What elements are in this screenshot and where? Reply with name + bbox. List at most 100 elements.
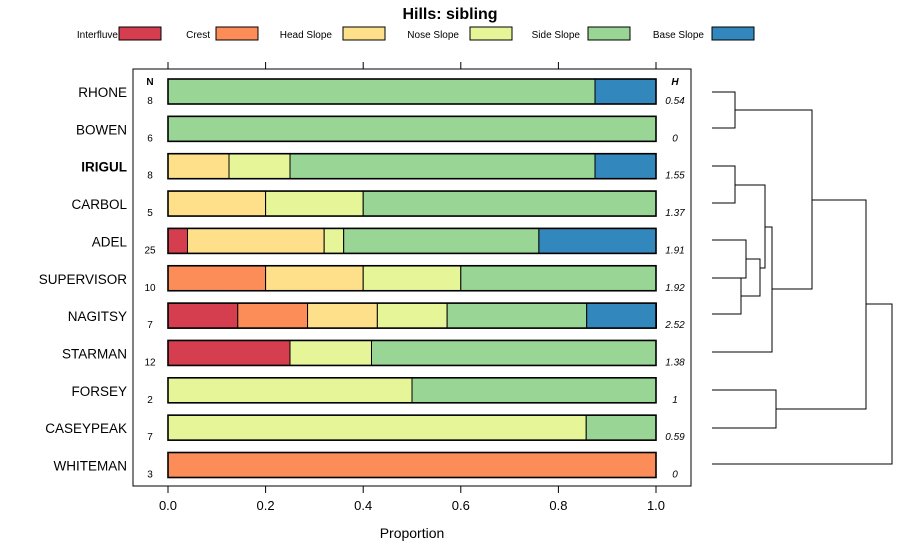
row-label-rhone: RHONE	[78, 85, 127, 100]
bar-segment-carbol-side-slope	[362, 190, 657, 217]
bar-segment-irigul-nose-slope	[228, 153, 291, 180]
x-axis: 0.0 0.2 0.4 0.6 0.8 1.0	[159, 486, 665, 513]
legend-swatch-nose-slope	[469, 26, 513, 41]
bar-segment-rhone-side-slope	[167, 78, 596, 105]
bar-segment-irigul-side-slope	[289, 153, 596, 180]
legend-label-side-slope: Side Slope	[532, 30, 581, 41]
bar-outline-forsey	[167, 376, 657, 404]
bar-outline-rhone	[167, 78, 657, 105]
bar-segment-adel-interfluve	[167, 227, 189, 254]
bar-segment-nagitsy-crest	[237, 302, 309, 329]
bar-segment-starman-nose-slope	[289, 339, 372, 366]
n-value-rhone: 8	[147, 96, 153, 107]
h-value-rhone: 0.54	[665, 96, 685, 107]
h-value-forsey: 1	[672, 395, 678, 406]
bar-segment-nagitsy-interfluve	[167, 302, 239, 329]
bar-outline-supervisor	[167, 264, 657, 292]
legend-swatch-interfluve	[118, 26, 162, 41]
bar-segment-adel-side-slope	[343, 227, 540, 254]
bar-segment-adel-base-slope	[538, 227, 657, 254]
chart-title: Hills: sibling	[402, 6, 497, 23]
bars	[167, 78, 657, 479]
x-axis-label: Proportion	[380, 525, 445, 541]
dendrogram-link	[776, 199, 867, 410]
n-value-irigul: 8	[147, 171, 153, 182]
bar-segment-carbol-nose-slope	[265, 190, 364, 217]
bar-starman	[167, 339, 657, 367]
legend-label-crest: Crest	[186, 30, 210, 41]
bar-outline-caseypeak	[167, 414, 657, 441]
h-value-bowen: 0	[672, 133, 678, 144]
bar-whiteman	[167, 451, 657, 479]
bar-segment-bowen-side-slope	[167, 115, 657, 142]
legend-label-base-slope: Base Slope	[653, 30, 705, 41]
n-header: N	[146, 77, 153, 88]
bar-segment-starman-interfluve	[167, 339, 291, 366]
h-value-carbol: 1.37	[665, 208, 685, 219]
dendrogram-link	[712, 226, 773, 353]
bar-segment-adel-head-slope	[187, 227, 325, 254]
dendrogram-link	[741, 258, 761, 297]
h-value-irigul: 1.55	[665, 171, 685, 182]
h-header: H	[671, 77, 679, 88]
x-tick-label: 0.2	[257, 498, 275, 513]
h-value-caseypeak: 0.59	[665, 432, 685, 443]
legend-swatch-crest	[215, 26, 259, 41]
row-label-adel: ADEL	[92, 234, 128, 249]
n-value-nagitsy: 7	[147, 320, 153, 331]
bar-segment-nagitsy-head-slope	[307, 302, 378, 329]
bar-adel	[167, 227, 657, 255]
legend: Interfluve Crest Head Slope Nose Slope Side …	[77, 26, 755, 41]
n-value-caseypeak: 7	[147, 432, 153, 443]
bar-segment-supervisor-nose-slope	[362, 265, 462, 292]
dendrogram-link	[712, 389, 777, 429]
bar-rhone	[167, 78, 657, 105]
legend-swatch-head-slope	[342, 26, 386, 41]
row-label-carbol: CARBOL	[71, 197, 127, 212]
bar-carbol	[167, 190, 657, 217]
legend-label-head-slope: Head Slope	[280, 30, 333, 41]
bar-segment-starman-side-slope	[370, 339, 657, 366]
n-value-forsey: 2	[147, 395, 153, 406]
bar-segment-irigul-base-slope	[594, 153, 657, 180]
dendrogram	[712, 91, 893, 465]
n-value-carbol: 5	[147, 208, 153, 219]
x-tick-label: 1.0	[647, 498, 665, 513]
bar-segment-adel-nose-slope	[323, 227, 345, 254]
bar-segment-forsey-nose-slope	[167, 377, 413, 404]
x-tick-label: 0.8	[549, 498, 567, 513]
dendrogram-link	[712, 277, 742, 315]
row-label-starman: STARMAN	[62, 346, 127, 361]
bar-segment-nagitsy-base-slope	[586, 302, 657, 329]
legend-swatch-side-slope	[587, 26, 631, 41]
bar-segment-carbol-head-slope	[167, 190, 267, 217]
row-label-irigul: IRIGUL	[81, 160, 127, 175]
bar-segment-caseypeak-side-slope	[585, 414, 657, 441]
bar-forsey	[167, 376, 657, 404]
bar-segment-caseypeak-nose-slope	[167, 414, 587, 441]
bar-supervisor	[167, 264, 657, 292]
bar-nagitsy	[167, 302, 657, 329]
x-tick-label: 0.0	[159, 498, 177, 513]
n-value-whiteman: 3	[147, 470, 153, 481]
bar-segment-forsey-side-slope	[411, 377, 657, 404]
dendrogram-link	[712, 303, 893, 465]
bar-segment-nagitsy-nose-slope	[376, 302, 448, 329]
bar-segment-supervisor-side-slope	[460, 265, 657, 292]
row-labels: RHONE 8 0.54 BOWEN 6 0 IRIGUL 8 1.55 CARBOL 5 1.37 A…	[39, 85, 685, 481]
bar-segment-whiteman-crest	[167, 452, 657, 478]
bar-outline-starman	[167, 339, 657, 367]
n-value-supervisor: 10	[144, 283, 156, 294]
bar-segment-supervisor-crest	[167, 265, 267, 292]
n-value-starman: 12	[144, 357, 156, 368]
h-value-supervisor: 1.92	[665, 283, 685, 294]
plot-panel	[132, 68, 692, 487]
h-value-starman: 1.38	[665, 357, 685, 368]
dendrogram-link	[712, 165, 736, 204]
bar-segment-rhone-base-slope	[594, 78, 657, 105]
dendrogram-link	[735, 109, 813, 290]
bar-outline-whiteman	[167, 451, 657, 479]
x-tick-label: 0.4	[354, 498, 372, 513]
legend-label-nose-slope: Nose Slope	[407, 30, 459, 41]
